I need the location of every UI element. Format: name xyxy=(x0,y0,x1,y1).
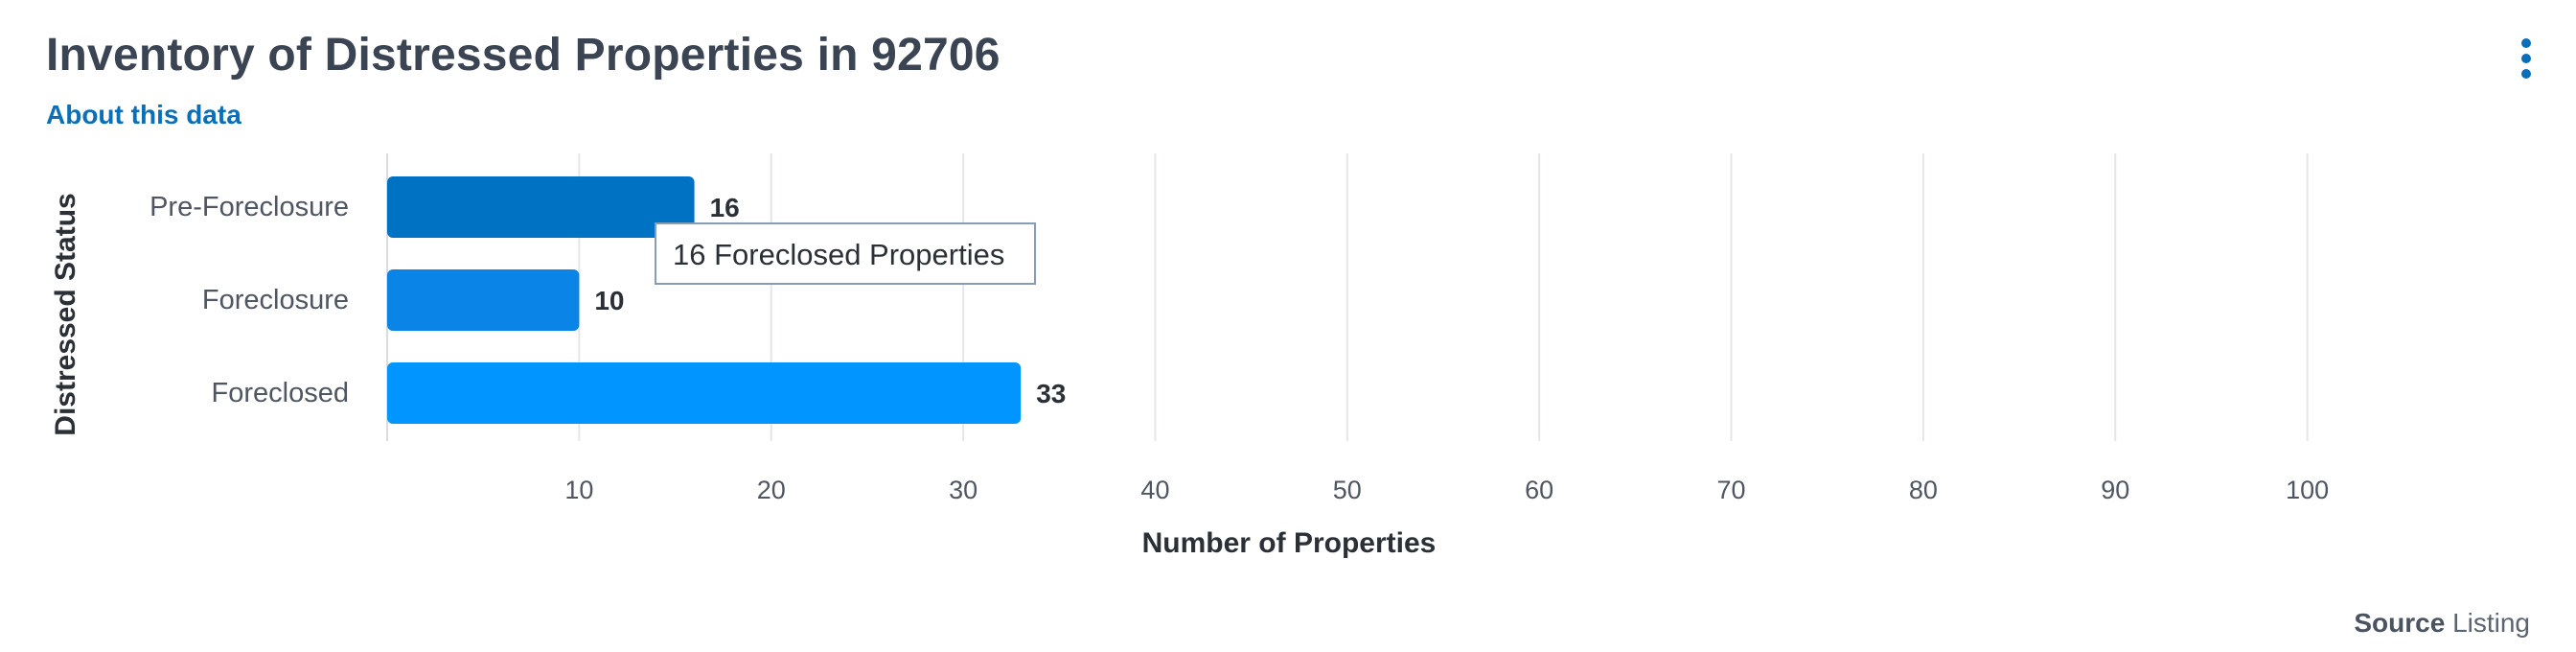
x-tick-label: 40 xyxy=(1140,476,1169,504)
x-tick-label: 80 xyxy=(1909,476,1938,504)
tooltip-box xyxy=(655,222,1036,285)
x-tick-label: 30 xyxy=(949,476,978,504)
more-vertical-icon[interactable] xyxy=(2513,35,2540,82)
x-tick-label: 70 xyxy=(1717,476,1746,504)
bar[interactable] xyxy=(387,269,580,331)
source-value: Listing xyxy=(2452,608,2530,638)
bar-value-label: 10 xyxy=(594,286,624,315)
x-tick-labels: 10 20 30 40 50 60 70 80 90 100 xyxy=(564,476,2329,504)
x-tick-label: 50 xyxy=(1333,476,1362,504)
x-axis-label: Number of Properties xyxy=(1142,527,1437,559)
bar-chart: 16 10 33 Pre-Foreclosure Foreclosure Foreclo… xyxy=(50,153,2329,559)
tooltip: 16 Foreclosed Properties xyxy=(655,222,1036,285)
x-tick-label: 60 xyxy=(1525,476,1553,504)
category-label: Foreclosed xyxy=(212,378,349,408)
bar[interactable] xyxy=(387,362,1022,424)
tooltip-text: 16 Foreclosed Properties xyxy=(673,238,1004,271)
about-data-link[interactable]: About this data xyxy=(46,100,242,129)
chart-title: Inventory of Distressed Properties in 92… xyxy=(46,30,1000,81)
x-tick-label: 100 xyxy=(2286,476,2329,504)
source-note: Source Listing xyxy=(2354,608,2530,639)
bars: 16 10 33 xyxy=(387,176,1066,424)
bar-value-label: 33 xyxy=(1036,379,1066,408)
x-tick-label: 20 xyxy=(757,476,786,504)
category-labels: Pre-Foreclosure Foreclosure Foreclosed xyxy=(150,192,349,408)
category-label: Pre-Foreclosure xyxy=(150,192,349,222)
category-label: Foreclosure xyxy=(202,285,349,315)
x-tick-label: 10 xyxy=(564,476,593,504)
y-axis-label: Distressed Status xyxy=(50,193,81,435)
bar-value-label: 16 xyxy=(710,193,740,222)
bar[interactable] xyxy=(387,176,695,238)
source-label: Source xyxy=(2354,608,2446,638)
x-tick-label: 90 xyxy=(2101,476,2129,504)
